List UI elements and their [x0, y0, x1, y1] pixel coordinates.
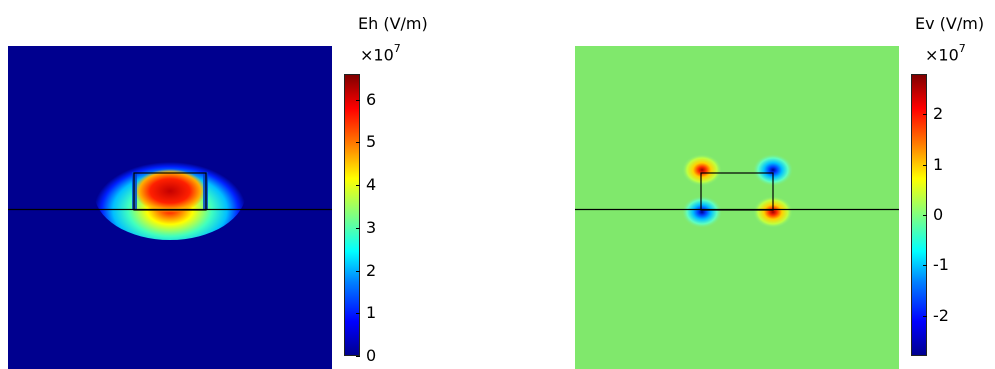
- eh-colorbar-tick-label: 2: [366, 261, 377, 280]
- eh-colorbar-tick-mark: [356, 356, 360, 357]
- eh-colorbar-tick-label: 5: [366, 132, 377, 151]
- ev-multiplier-base: ×10: [925, 45, 959, 65]
- ev-panel: Ev (V/m) ×107 -2 -1 0 1 2: [560, 0, 995, 369]
- eh-colorbar-tick-label: 0: [366, 346, 377, 365]
- eh-colorbar-tick-label: 1: [366, 303, 377, 322]
- eh-heatmap-svg: [8, 46, 332, 369]
- eh-panel: Eh (V/m) ×107 0 1 2 3 4 5 6: [0, 0, 470, 369]
- ev-colorbar-tick-label: 2: [933, 104, 944, 123]
- ev-colorbar-tick-mark: [923, 114, 927, 115]
- ev-colorbar-tick-mark: [923, 265, 927, 266]
- ev-colorbar-multiplier: ×107: [925, 42, 966, 65]
- eh-colorbar-tick-mark: [356, 228, 360, 229]
- ev-colorbar-tick-mark: [923, 165, 927, 166]
- eh-multiplier-exponent: 7: [393, 42, 401, 55]
- ev-hotspot-top-right: [753, 154, 793, 186]
- eh-colorbar-tick-label: 4: [366, 175, 377, 194]
- eh-colorbar-tick-mark: [356, 271, 360, 272]
- ev-colorbar-tick-mark: [923, 316, 927, 317]
- eh-colorbar: [344, 74, 360, 356]
- ev-colorbar-title: Ev (V/m): [915, 14, 985, 33]
- eh-heatmap-plot: [8, 46, 332, 369]
- eh-colorbar-tick-mark: [356, 185, 360, 186]
- ev-hotspot-bottom-right: [753, 196, 793, 228]
- eh-colorbar-tick-mark: [356, 313, 360, 314]
- eh-colorbar-tick-label: 6: [366, 90, 377, 109]
- eh-multiplier-base: ×10: [360, 45, 394, 65]
- eh-core-peak: [134, 165, 206, 213]
- ev-colorbar-tick-label: 1: [933, 155, 944, 174]
- eh-colorbar-multiplier: ×107: [360, 42, 401, 65]
- ev-colorbar-tick-label: 0: [933, 205, 944, 224]
- ev-heatmap-plot: [575, 46, 899, 369]
- ev-colorbar-tick-label: -1: [933, 255, 949, 274]
- ev-heatmap-svg: [575, 46, 899, 369]
- eh-colorbar-tick-mark: [356, 142, 360, 143]
- ev-colorbar-tick-label: -2: [933, 306, 949, 325]
- ev-multiplier-exponent: 7: [958, 42, 966, 55]
- eh-colorbar-tick-mark: [356, 100, 360, 101]
- eh-colorbar-tick-label: 3: [366, 218, 377, 237]
- ev-hotspot-bottom-left: [682, 196, 722, 228]
- ev-hotspot-top-left: [682, 154, 722, 186]
- ev-colorbar-tick-mark: [923, 215, 927, 216]
- eh-colorbar-title: Eh (V/m): [358, 14, 428, 33]
- ev-background: [575, 46, 899, 369]
